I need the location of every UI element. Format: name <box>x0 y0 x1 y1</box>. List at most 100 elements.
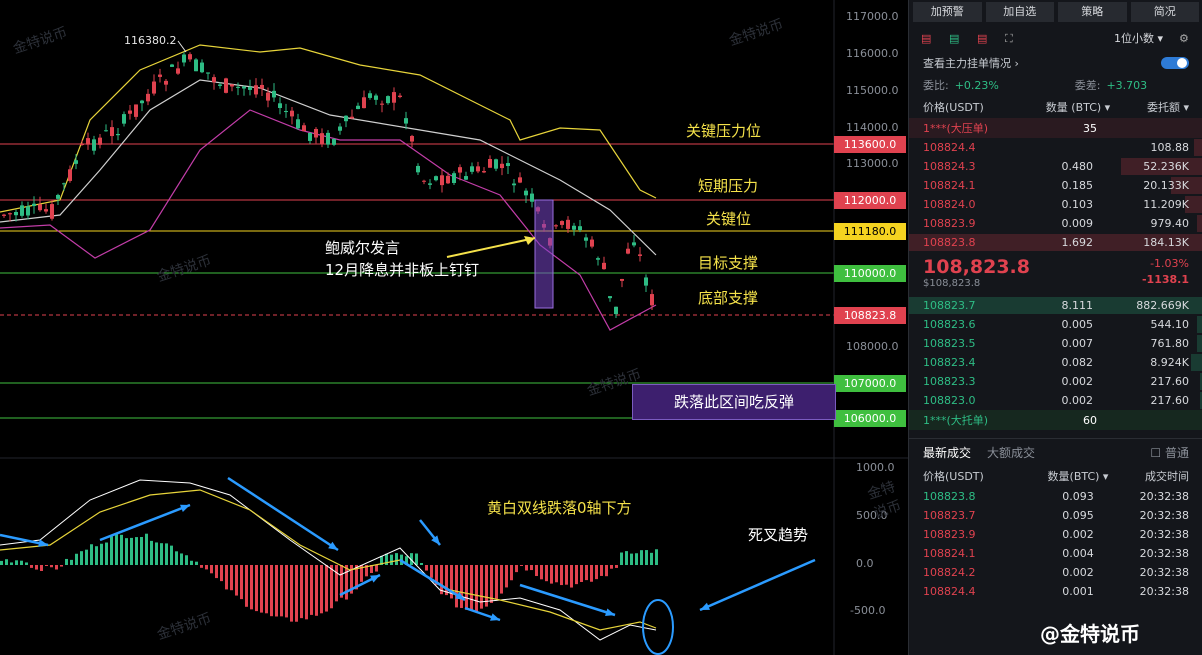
candle-body <box>68 169 72 181</box>
candle-body <box>290 110 294 117</box>
macd-bar <box>330 565 333 609</box>
candle-body <box>212 77 216 83</box>
trade-price: 108823.7 <box>923 509 976 522</box>
order-view-toggle[interactable] <box>1161 57 1189 69</box>
overview-button[interactable]: 简况 <box>1130 2 1199 22</box>
depth-bar <box>1194 139 1202 156</box>
macd-bar <box>390 554 393 565</box>
candle-body <box>440 175 444 186</box>
add-alert-button[interactable]: 加预警 <box>913 2 982 22</box>
bid-amt: 761.80 <box>1150 337 1190 350</box>
candle-body <box>626 248 630 254</box>
candle-body <box>86 138 90 145</box>
ask-row[interactable]: 108823.9 0.009 979.40 <box>909 214 1202 233</box>
macd-bar <box>25 562 28 565</box>
bid-row[interactable]: 108823.7 8.111 882.669K <box>909 296 1202 315</box>
decimal-select[interactable]: 1位小数 ▾ <box>1113 32 1163 45</box>
settings-icon[interactable]: ⚙ <box>1179 32 1189 45</box>
order-view-link[interactable]: 查看主力挂单情况 › <box>923 57 1019 70</box>
macd-bar <box>120 534 123 565</box>
tr-qty-header[interactable]: 数量(BTC) ▾ <box>1047 470 1109 483</box>
macd-bar <box>485 565 488 607</box>
candle-body <box>8 213 12 215</box>
macd-bar <box>195 561 198 565</box>
macd-bar <box>280 565 283 617</box>
normal-filter[interactable]: ☐ 普通 <box>1150 445 1189 460</box>
candle-body <box>146 93 150 102</box>
macd-bar <box>115 534 118 565</box>
expand-icon[interactable]: ⛶ <box>1005 32 1013 45</box>
ask-row[interactable]: 108824.4 108.88 <box>909 138 1202 157</box>
macd-bar <box>385 553 388 565</box>
macd-bar <box>625 551 628 565</box>
macd-bar <box>305 565 308 620</box>
ask-row[interactable]: 108824.3 0.480 52.236K <box>909 157 1202 176</box>
candle-body <box>158 74 162 77</box>
powell-arrow-head <box>524 236 535 245</box>
candle-body <box>614 306 618 315</box>
ask-row[interactable]: 108824.1 0.185 20.133K <box>909 176 1202 195</box>
macd-bar <box>225 565 228 590</box>
candle-body <box>560 221 564 225</box>
macd-bar <box>125 538 128 565</box>
candle-body <box>176 68 180 74</box>
candle-body <box>332 138 336 145</box>
ask-qty: 0.103 <box>1061 198 1094 211</box>
bid-row[interactable]: 108823.5 0.007 761.80 <box>909 334 1202 353</box>
macd-bar <box>310 565 313 615</box>
trade-price: 108823.9 <box>923 528 976 541</box>
chart-area[interactable]: 116380.2 117000.0 116000.0 115000.0 114000.… <box>0 0 908 655</box>
candle-body <box>38 204 42 211</box>
trend-arrow-head <box>605 608 615 616</box>
candle-body <box>110 127 114 137</box>
bid-price: 108823.0 <box>923 394 976 407</box>
macd-bar <box>475 565 478 612</box>
bid-row[interactable]: 108823.3 0.002 217.60 <box>909 372 1202 391</box>
macd-bar <box>255 565 258 612</box>
big-bid-label: 1***(大托单) <box>923 414 989 427</box>
candle-body <box>410 135 414 142</box>
candle-body <box>122 114 126 124</box>
add-watchlist-button[interactable]: 加自选 <box>985 2 1054 22</box>
ob-qty-header-label: 数量 (BTC) <box>1045 101 1102 114</box>
candle-body <box>314 128 318 138</box>
candle-body <box>350 116 354 119</box>
macd-bar <box>170 545 173 565</box>
trade-qty: 0.095 <box>1062 509 1094 522</box>
ask-row[interactable]: 108823.8 1.692 184.13K <box>909 233 1202 252</box>
macd-bar <box>620 552 623 565</box>
orderbook-both-icon[interactable]: ▤ <box>921 32 932 45</box>
macd-bar <box>425 565 428 571</box>
trade-qty: 0.002 <box>1062 528 1094 541</box>
candle-body <box>374 95 378 100</box>
candle-body <box>446 175 450 184</box>
bid-amt: 217.60 <box>1150 375 1190 388</box>
bid-price: 108823.4 <box>923 356 976 369</box>
macd-bar <box>315 565 318 616</box>
bid-price: 108823.5 <box>923 337 976 350</box>
strategy-button[interactable]: 策略 <box>1058 2 1127 22</box>
ob-qty-header[interactable]: 数量 (BTC) ▾ <box>1045 101 1111 114</box>
tab-latest-trades[interactable]: 最新成交 <box>923 445 972 460</box>
bid-row[interactable]: 108823.4 0.082 8.924K <box>909 353 1202 372</box>
macd-bar <box>435 565 438 585</box>
bid-row[interactable]: 108823.0 0.002 217.60 <box>909 391 1202 410</box>
ask-amt: 979.40 <box>1150 217 1190 230</box>
candle-body <box>44 209 48 212</box>
bid-price: 108823.3 <box>923 375 976 388</box>
orderbook-asks-icon[interactable]: ▤ <box>977 32 988 45</box>
candle-body <box>62 183 66 185</box>
ask-amt: 11.209K <box>1143 198 1189 211</box>
ob-amt-header[interactable]: 委托额 ▾ <box>1146 101 1189 114</box>
candle-body <box>464 176 468 180</box>
macd-bar <box>325 565 328 612</box>
bid-row[interactable]: 108823.6 0.005 544.10 <box>909 315 1202 334</box>
macd-bar <box>580 565 583 582</box>
tab-large-trades[interactable]: 大额成交 <box>987 445 1036 460</box>
trade-row: 108824.4 0.001 20:32:38 <box>909 582 1202 601</box>
orderbook-bids-icon[interactable]: ▤ <box>949 32 960 45</box>
ask-row[interactable]: 108824.0 0.103 11.209K <box>909 195 1202 214</box>
candle-body <box>644 277 648 286</box>
trade-row: 108823.8 0.093 20:32:38 <box>909 487 1202 506</box>
candle-body <box>140 100 144 104</box>
